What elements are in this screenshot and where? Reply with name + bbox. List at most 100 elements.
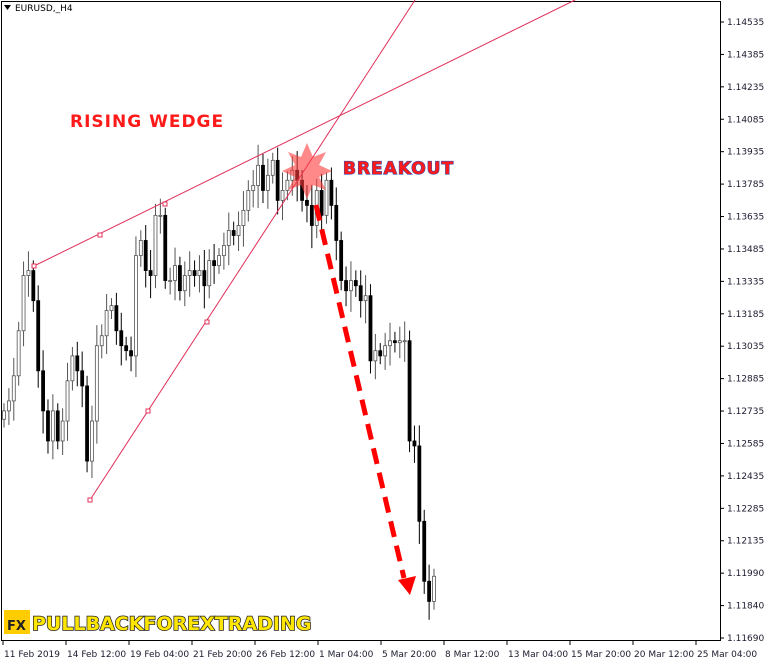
y-tick-label: 1.13935 [727,148,764,158]
x-tick-label: 5 Mar 20:00 [382,650,437,660]
y-tick-label: 1.11690 [727,634,764,644]
logo-badge [4,610,30,634]
candle-bullish [2,410,6,420]
x-tick-label: 11 Feb 2019 [4,650,60,660]
anchor-point[interactable] [31,263,37,269]
candle-bullish [285,179,290,191]
candle-bullish [207,260,212,287]
plot-frame [1,1,721,641]
x-axis: 11 Feb 2019 14 Feb 12:00 19 Feb 04:00 21 Fe… [2,641,757,660]
candle-bullish [226,230,231,246]
candle-bullish [388,340,392,347]
candle-bearish [309,204,314,226]
upper-trendline[interactable] [33,0,576,267]
candle-bullish [432,575,436,602]
anchor-point[interactable] [145,408,151,414]
candle-bearish [212,260,217,266]
candle-bearish [427,580,432,602]
candle-bullish [153,214,158,276]
candle-bullish [182,275,187,292]
dropdown-triangle-icon[interactable] [4,5,11,10]
candle-bullish [363,295,368,302]
candle-bullish [21,275,26,332]
logo-badge-text: FX [7,619,26,634]
y-tick-label: 1.12585 [727,439,764,449]
candle-bearish [305,200,309,206]
y-tick-label: 1.12135 [727,537,764,547]
candle-bearish [124,345,129,352]
candle-bearish [412,440,417,447]
anchor-point[interactable] [87,497,93,503]
lower-trendline[interactable] [89,0,416,501]
candle-bearish [422,520,427,582]
candle-bearish [329,179,334,206]
candle-bullish [349,280,353,292]
candle-bearish [358,285,363,302]
candle-bearish [378,350,383,357]
logo: FX PULLBACKFOREXTRADING [4,610,312,636]
x-tick-label: 26 Feb 12:00 [256,650,315,660]
candle-bearish [334,204,339,241]
y-tick-label: 1.14385 [727,50,764,60]
candle-bearish [129,350,133,357]
candle-bullish [270,159,275,176]
x-tick-label: 21 Feb 20:00 [193,650,252,660]
y-tick-label: 1.13185 [727,310,764,320]
candle-bullish [134,255,138,357]
y-tick-label: 1.13035 [727,342,764,352]
candle-bearish [275,159,280,201]
candle-bullish [383,345,388,357]
y-tick-label: 1.12885 [727,375,764,385]
candle-bullish [138,240,143,257]
candle-bearish [41,370,45,412]
candle-bearish [339,240,344,281]
candle-bearish [148,270,153,276]
candle-bullish [90,420,94,462]
candle-bearish [75,355,80,372]
anchor-point[interactable] [204,319,210,325]
candle-bullish [173,265,177,281]
candle-bearish [36,300,41,372]
y-tick-label: 1.14535 [727,18,764,28]
candle-bearish [192,270,197,276]
candle-bearish [261,164,265,191]
candle-bullish [60,420,65,442]
pattern-label: RISING WEDGE [70,112,224,132]
candle-bearish [353,280,358,287]
candle-bearish [231,230,236,236]
candle-bullish [187,270,192,276]
candle-bearish [163,214,168,281]
candle-bearish [80,370,85,387]
x-tick-label: 1 Mar 04:00 [319,650,374,660]
y-tick-label: 1.13635 [727,213,764,223]
candle-bullish [236,225,241,236]
candle-bearish [46,410,50,442]
candle-bullish [94,345,99,422]
candle-bullish [168,280,173,282]
candle-bearish [85,385,89,462]
y-tick-label: 1.12435 [727,472,764,482]
anchor-point[interactable] [97,232,103,238]
anchor-point[interactable] [162,201,168,207]
rising-wedge[interactable] [31,0,576,503]
candle-bearish [31,270,36,302]
candle-bearish [178,265,182,292]
candle-bullish [397,340,402,344]
candle-bearish [202,270,207,287]
candle-bullish [11,375,16,402]
candle-bullish [221,245,226,257]
y-axis: 1.14535 1.14385 1.14235 1.14085 1.13935 1.137… [720,18,764,644]
y-tick-label: 1.13335 [727,277,764,287]
arrow-head-icon [398,576,416,595]
candle-bearish [407,340,412,442]
y-tick-label: 1.12735 [727,407,764,417]
candle-bullish [256,164,260,186]
breakout-star-icon [282,143,332,199]
candle-bullish [158,214,163,217]
candle-bullish [251,185,256,191]
candle-bullish [99,335,104,347]
y-tick-label: 1.13485 [727,245,764,255]
candle-bullish [197,270,202,276]
x-tick-label: 13 Mar 04:00 [508,650,568,660]
